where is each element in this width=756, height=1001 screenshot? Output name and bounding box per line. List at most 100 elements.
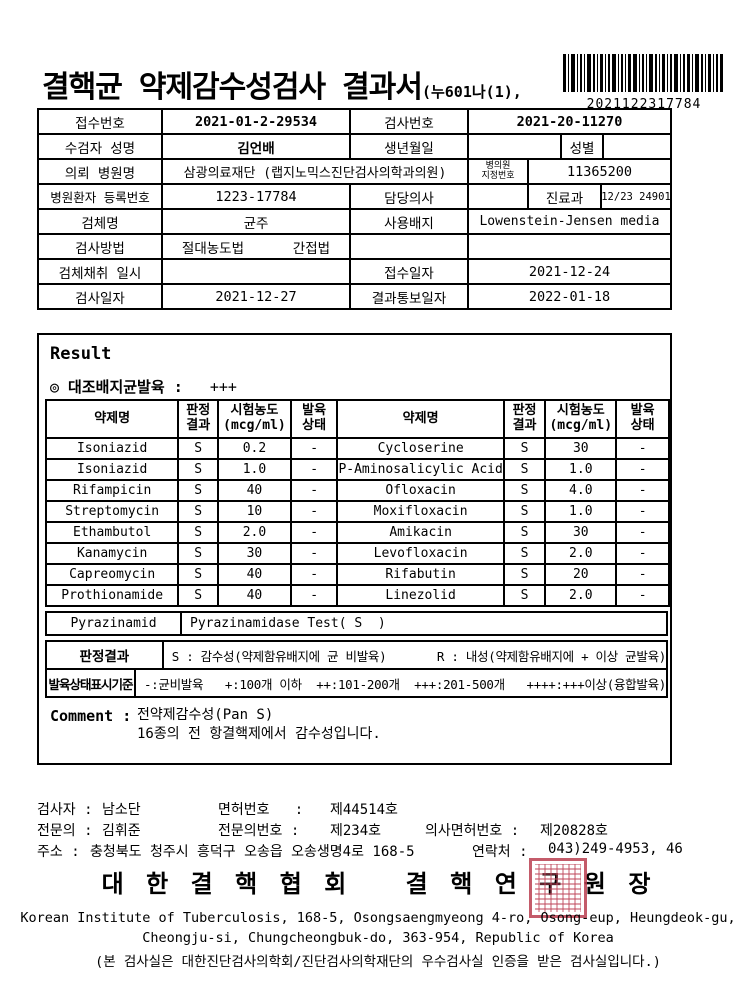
specialist-no-value: 제234호: [330, 823, 382, 839]
judgment-cell: S: [502, 437, 547, 460]
birth-value: [467, 135, 560, 158]
judgment-cell: S: [177, 563, 220, 586]
page-title: 결핵균 약제감수성검사 결과서: [42, 70, 423, 105]
judgment-legend-row: 판정결과 S : 감수성(약제함유배지에 균 비발육) R : 내성(약제함유배…: [45, 640, 668, 670]
collect-value: [161, 260, 349, 283]
conc-cell: 30: [544, 437, 618, 460]
patient-name-label: 수검자 성명: [64, 140, 136, 157]
judgment-cell: S: [177, 479, 220, 502]
conc-cell: 10: [217, 500, 292, 523]
pyrazinamid-row: Pyrazinamid Pyrazinamidase Test( S ): [45, 611, 668, 636]
drug-susceptibility-table: 약제명 판정 결과 시험농도 (mcg/ml) 발육 상태 약제명 판정 결과 …: [44, 399, 670, 607]
test-date-value: 2021-12-27: [161, 285, 349, 308]
sex-value: [602, 135, 670, 158]
footer-line-address: 주소 : 충청북도 청주시 흥덕구 오송읍 오송생명4로 168-5 연락처 :…: [0, 841, 756, 861]
clinic-code-value: 11365200: [527, 160, 670, 183]
contact-value: 043)249-4953, 46: [548, 841, 683, 857]
test-no-value: 2021-20-11270: [467, 110, 670, 133]
judgment-cell: S: [177, 437, 220, 460]
dept-value: 12/23 24901: [600, 185, 670, 208]
pyrazinamid-label: Pyrazinamid: [47, 613, 182, 634]
drug-table-header-row: 약제명 판정 결과 시험농도 (mcg/ml) 발육 상태 약제명 판정 결과 …: [44, 399, 670, 439]
address-value: 충청북도 청주시 흥덕구 오송읍 오송생명4로 168-5: [90, 844, 415, 860]
result-heading: Result: [50, 344, 112, 364]
method-value: 절대농도법 간접법: [161, 235, 349, 258]
organization-name: 대 한 결 핵 협 회 결 핵 연 구 원 장: [101, 870, 655, 898]
judgment-cell: S: [502, 479, 547, 502]
footer-line-specialist: 전문의 : 김휘준 전문의번호 : 제234호 의사면허번호 : 제20828호: [0, 820, 756, 840]
drug-name-cell: Isoniazid: [44, 458, 180, 481]
conc-cell: 30: [544, 521, 618, 544]
judgment-cell: S: [502, 563, 547, 586]
english-address-line2: Cheongju-si, Chungcheongbuk-do, 363-954,…: [142, 930, 614, 946]
test-no-label: 검사번호: [349, 110, 467, 133]
collect-label: 검체채취 일시: [58, 265, 142, 282]
row-collection: 검체채취 일시 접수일자 2021-12-24: [37, 258, 672, 285]
judgment-cell: S: [177, 500, 220, 523]
row-receipt: 접수번호 2021-01-2-29534 검사번호 2021-20-11270: [37, 108, 672, 135]
col-concentration: 시험농도 (mcg/ml): [217, 399, 292, 439]
growth-cell: -: [615, 437, 670, 460]
col-judgment-2: 판정 결과: [502, 399, 547, 439]
drug-row: Capreomycin S 40 - Rifabutin S 20 -: [44, 563, 670, 586]
growth-cell: -: [289, 479, 339, 502]
judgment-cell: S: [502, 458, 547, 481]
conc-cell: 2.0: [217, 521, 292, 544]
judgment-cell: S: [502, 542, 547, 565]
specialist-value: 김휘준: [102, 823, 141, 839]
conc-cell: 40: [217, 563, 292, 586]
comment-text: 전약제감수성(Pan S) 16종의 전 항결핵제에서 감수성입니다.: [137, 707, 381, 742]
growth-cell: -: [289, 521, 339, 544]
method-empty-2: [467, 235, 670, 258]
conc-cell: 40: [217, 479, 292, 502]
report-date-label: 결과통보일자: [349, 285, 467, 308]
growth-cell: -: [289, 542, 339, 565]
drug-name-cell: Cycloserine: [336, 437, 505, 460]
receipt-no-label: 접수번호: [75, 115, 125, 132]
col-drug-name: 약제명: [44, 399, 180, 439]
doctor-value: [467, 185, 527, 208]
conc-cell: 30: [217, 542, 292, 565]
drug-row: Kanamycin S 30 - Levofloxacin S 2.0 -: [44, 542, 670, 565]
comment-label: Comment :: [50, 707, 132, 725]
drug-name-cell: Isoniazid: [44, 437, 180, 460]
barcode-block: 2021122317784: [563, 54, 725, 112]
drug-row: Isoniazid S 0.2 - Cycloserine S 30 -: [44, 437, 670, 460]
english-address-line1: Korean Institute of Tuberculosis, 168-5,…: [20, 910, 736, 926]
result-section: Result ◎ 대조배지균발육 : +++ 약제명 판정 결과 시험농도 (m…: [37, 333, 672, 765]
judgment-cell: S: [502, 521, 547, 544]
judgment-cell: S: [177, 521, 220, 544]
control-growth-value: [192, 378, 210, 396]
drug-name-cell: Kanamycin: [44, 542, 180, 565]
growth-cell: -: [289, 584, 339, 607]
clinic-code-label: 병의원 지정번호: [467, 160, 527, 183]
conc-cell: 4.0: [544, 479, 618, 502]
patient-name-value: 김언배: [161, 135, 349, 158]
patient-reg-label: 병원환자 등록번호: [50, 190, 150, 205]
growth-criteria-value: -:균비발육 +:100개 이하 ++:101-200개 +++:201-500…: [143, 676, 666, 692]
specimen-value: 균주: [161, 210, 349, 233]
accreditation-note: (본 검사실은 대한진단검사의학회/진단검사의학재단의 우수검사실 인증을 받은…: [95, 954, 661, 970]
license-label: 면허번호 :: [218, 802, 304, 818]
media-value: Lowenstein-Jensen media: [467, 210, 670, 233]
control-growth-line: ◎ 대조배지균발육 : +++: [50, 376, 237, 397]
growth-cell: -: [615, 479, 670, 502]
doctor-license-label: 의사면허번호 :: [425, 823, 520, 839]
growth-cell: -: [615, 521, 670, 544]
judgment-legend-label: 판정결과: [47, 642, 164, 668]
conc-cell: 0.2: [217, 437, 292, 460]
judgment-cell: S: [502, 584, 547, 607]
examiner-label: 검사자 :: [37, 802, 93, 818]
drug-name-cell: Prothionamide: [44, 584, 180, 607]
drug-name-cell: Ofloxacin: [336, 479, 505, 502]
drug-row: Streptomycin S 10 - Moxifloxacin S 1.0 -: [44, 500, 670, 523]
row-registration: 병원환자 등록번호 1223-17784 담당의사 진료과 12/23 2490…: [37, 183, 672, 210]
row-hospital: 의뢰 병원명 삼광의료재단 (랩지노믹스진단검사의학과의원) 병의원 지정번호 …: [37, 158, 672, 185]
control-growth-label: ◎ 대조배지균발육 :: [50, 378, 183, 396]
growth-cell: -: [289, 500, 339, 523]
media-label: 사용배지: [349, 210, 467, 233]
growth-cell: -: [289, 437, 339, 460]
drug-name-cell: Ethambutol: [44, 521, 180, 544]
birth-label: 생년월일: [349, 135, 467, 158]
dept-label: 진료과: [527, 185, 600, 208]
